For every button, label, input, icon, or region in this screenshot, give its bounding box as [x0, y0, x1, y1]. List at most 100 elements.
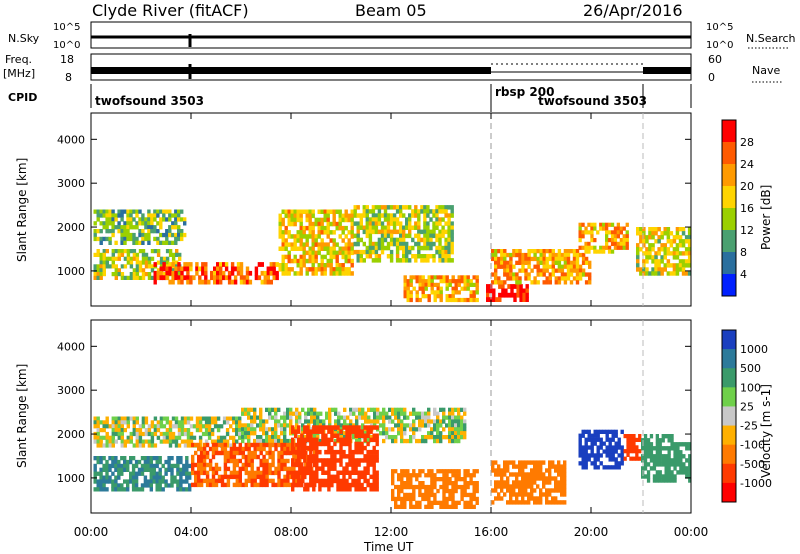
vel-cell: [667, 470, 671, 475]
power-cell: [536, 280, 540, 285]
power-cell: [521, 264, 525, 269]
vel-cell: [96, 483, 100, 488]
vel-cell: [235, 470, 239, 476]
power-cell: [129, 217, 133, 222]
vel-cell: [202, 442, 207, 448]
vel-cell: [117, 471, 121, 476]
power-cell: [350, 271, 354, 276]
vel-cell: [114, 479, 118, 484]
vel-cell: [327, 482, 331, 488]
vel-cell: [126, 479, 130, 484]
power-cell: [432, 221, 436, 226]
power-cell: [99, 209, 103, 214]
vel-cell: [126, 483, 130, 488]
power-cell: [210, 275, 214, 281]
vel-cell: [551, 476, 555, 481]
vel-cell: [330, 478, 334, 484]
vel-cell: [185, 475, 189, 480]
vel-cell: [238, 478, 242, 484]
power-cell: [654, 239, 658, 244]
vel-cell: [394, 500, 398, 505]
vel-cell: [298, 411, 302, 416]
vel-cell: [614, 465, 618, 470]
vel-cell: [433, 407, 437, 412]
colorbar-swatch: [722, 349, 736, 369]
vel-cell: [226, 458, 231, 464]
vel-cell: [171, 431, 176, 437]
power-cell: [120, 252, 125, 257]
vel-cell: [277, 466, 281, 472]
power-cell: [114, 264, 118, 269]
power-cell: [338, 209, 342, 214]
vel-cell: [297, 445, 301, 451]
vel-cell: [214, 466, 219, 472]
power-cell: [639, 247, 643, 252]
power-cell: [463, 297, 467, 303]
power-cell: [607, 249, 612, 254]
power-cell: [475, 297, 479, 303]
vel-cell: [385, 411, 389, 416]
vel-cell: [105, 479, 109, 484]
vel-cell: [274, 423, 278, 428]
vel-cell: [280, 427, 284, 432]
power-cell: [584, 245, 588, 250]
vel-cell: [306, 466, 310, 471]
power-cell: [684, 247, 689, 252]
vel-cell: [515, 472, 519, 477]
power-cell: [619, 230, 623, 235]
vel-cell: [309, 433, 313, 438]
power-cell: [533, 256, 537, 262]
power-cell: [93, 268, 97, 273]
vel-cell: [460, 427, 464, 432]
power-cell: [329, 250, 333, 256]
power-cell: [117, 249, 121, 254]
power-cell: [171, 232, 175, 238]
vel-cell: [664, 454, 668, 459]
nsky-panel-frame: [90, 21, 692, 49]
vel-cell: [339, 454, 343, 459]
power-cell: [441, 249, 445, 255]
nsky-tick-bottom: 10^0: [53, 40, 80, 51]
vel-cell: [430, 477, 434, 482]
vel-cell: [542, 480, 546, 485]
vel-cell: [439, 477, 443, 482]
vel-cell: [96, 471, 100, 476]
vel-cell: [626, 437, 630, 442]
power-cell: [356, 254, 360, 259]
power-cell: [287, 258, 291, 264]
vel-cell: [581, 445, 585, 450]
power-cell: [610, 249, 615, 254]
vel-cell: [442, 419, 446, 424]
vel-cell: [372, 470, 376, 475]
vel-cell: [635, 452, 639, 457]
power-cell: [466, 282, 470, 287]
vel-cell: [271, 458, 275, 464]
vel-cell: [268, 454, 272, 460]
power-cell: [350, 263, 354, 268]
vel-cell: [394, 438, 398, 444]
vel-cell: [342, 437, 346, 443]
vel-cell: [289, 415, 293, 420]
power-cell: [405, 245, 409, 251]
vel-cell: [182, 463, 186, 469]
power-cell: [607, 222, 612, 227]
vel-cell: [274, 482, 278, 488]
vel-cell: [303, 437, 307, 443]
vel-cell: [590, 437, 594, 442]
power-cell: [153, 225, 157, 230]
vel-cell: [291, 474, 295, 480]
vel-cell: [183, 416, 188, 421]
power-cell: [408, 225, 412, 230]
vel-cell: [280, 466, 284, 472]
power-cell: [281, 209, 285, 214]
vel-cell: [286, 407, 290, 412]
vel-cell: [156, 428, 161, 433]
vel-cell: [235, 462, 239, 468]
vel-cell: [373, 419, 377, 424]
vel-cell: [463, 431, 467, 436]
vel-cell: [120, 431, 124, 437]
power-cell: [506, 260, 510, 265]
power-cell: [430, 282, 434, 287]
vel-cell: [256, 415, 260, 420]
vel-cell: [123, 459, 127, 465]
